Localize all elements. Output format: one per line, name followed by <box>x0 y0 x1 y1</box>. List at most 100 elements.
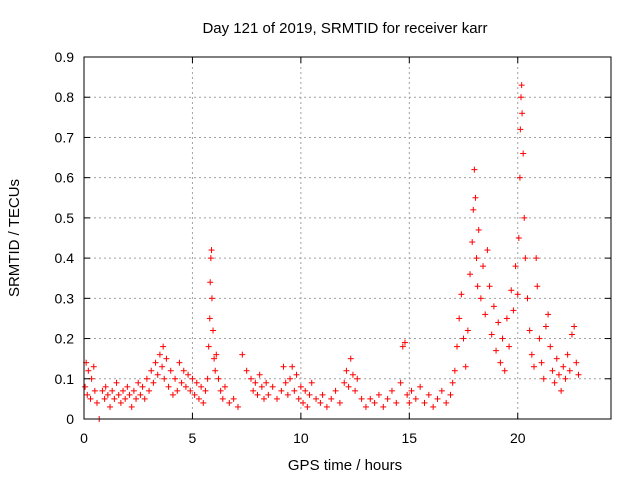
data-point <box>520 150 527 157</box>
data-point <box>542 323 549 330</box>
data-point <box>536 335 543 342</box>
data-point <box>443 399 450 406</box>
data-point <box>180 367 187 374</box>
data-point <box>336 399 343 406</box>
data-point <box>161 375 168 382</box>
x-tick-label: 0 <box>80 430 88 446</box>
data-point <box>126 391 133 398</box>
data-point <box>250 387 257 394</box>
data-point <box>519 110 526 117</box>
y-tick-label: 0.1 <box>55 371 75 387</box>
data-point <box>195 395 202 402</box>
data-point <box>133 395 140 402</box>
data-point <box>169 391 176 398</box>
data-point <box>274 395 281 402</box>
axis-ticks: 0 0.1 0.2 0.3 0.4 0.5 0.6 0.7 0.8 0.9 0 5 10 15 20 <box>55 49 611 446</box>
data-point <box>503 315 510 322</box>
data-point <box>198 383 205 390</box>
data-point <box>124 383 131 390</box>
data-point <box>207 279 214 286</box>
data-point <box>522 255 529 262</box>
data-point <box>528 351 535 358</box>
data-point <box>182 383 189 390</box>
data-point <box>352 387 359 394</box>
data-point <box>401 339 408 346</box>
data-points <box>82 82 582 422</box>
data-point <box>85 367 92 374</box>
data-point <box>122 395 129 402</box>
data-point <box>354 375 361 382</box>
data-point <box>408 387 415 394</box>
x-tick-label: 20 <box>510 430 526 446</box>
data-point <box>215 375 222 382</box>
x-tick-label: 5 <box>189 430 197 446</box>
data-point <box>323 403 330 410</box>
data-point <box>514 291 521 298</box>
data-point <box>531 363 538 370</box>
data-point <box>493 347 500 354</box>
data-point <box>469 239 476 246</box>
data-point <box>393 399 400 406</box>
data-point <box>213 351 220 358</box>
data-point <box>210 327 217 334</box>
data-point <box>191 391 198 398</box>
data-point <box>107 403 114 410</box>
data-point <box>130 387 137 394</box>
data-point <box>113 379 120 386</box>
data-point <box>517 126 524 133</box>
data-point <box>306 391 313 398</box>
data-point <box>293 371 300 378</box>
data-point <box>451 367 458 374</box>
data-point <box>560 363 567 370</box>
data-point <box>347 355 354 362</box>
data-point <box>221 383 228 390</box>
data-point <box>193 379 200 386</box>
data-point <box>87 395 94 402</box>
data-point <box>341 379 348 386</box>
data-point <box>486 283 493 290</box>
data-point <box>128 403 135 410</box>
data-point <box>137 391 144 398</box>
data-point <box>371 399 378 406</box>
data-point <box>291 387 298 394</box>
data-point <box>295 395 302 402</box>
data-point <box>217 387 224 394</box>
data-point <box>566 367 573 374</box>
data-point <box>265 391 272 398</box>
data-point <box>208 247 215 254</box>
data-point <box>375 391 382 398</box>
data-point <box>499 335 506 342</box>
data-point <box>300 399 307 406</box>
data-point <box>94 399 101 406</box>
data-point <box>538 359 545 366</box>
data-point <box>497 359 504 366</box>
data-point <box>558 387 565 394</box>
data-point <box>90 363 97 370</box>
data-point <box>406 399 413 406</box>
data-point <box>269 383 276 390</box>
data-point <box>438 387 445 394</box>
data-point <box>167 367 174 374</box>
data-point <box>284 391 291 398</box>
data-point <box>261 395 268 402</box>
y-tick-label: 0.7 <box>55 129 75 145</box>
data-point <box>302 387 309 394</box>
data-point <box>146 387 153 394</box>
data-point <box>540 375 547 382</box>
data-point <box>380 403 387 410</box>
data-point <box>252 379 259 386</box>
data-point <box>555 371 562 378</box>
data-point <box>263 379 270 386</box>
data-point <box>545 311 552 318</box>
data-point <box>219 395 226 402</box>
data-point <box>526 327 533 334</box>
data-point <box>102 383 109 390</box>
data-point <box>524 295 531 302</box>
data-point <box>397 379 404 386</box>
data-point <box>230 395 237 402</box>
data-point <box>317 399 324 406</box>
data-point <box>501 367 508 374</box>
data-point <box>308 379 315 386</box>
data-point <box>345 383 352 390</box>
data-point <box>187 387 194 394</box>
